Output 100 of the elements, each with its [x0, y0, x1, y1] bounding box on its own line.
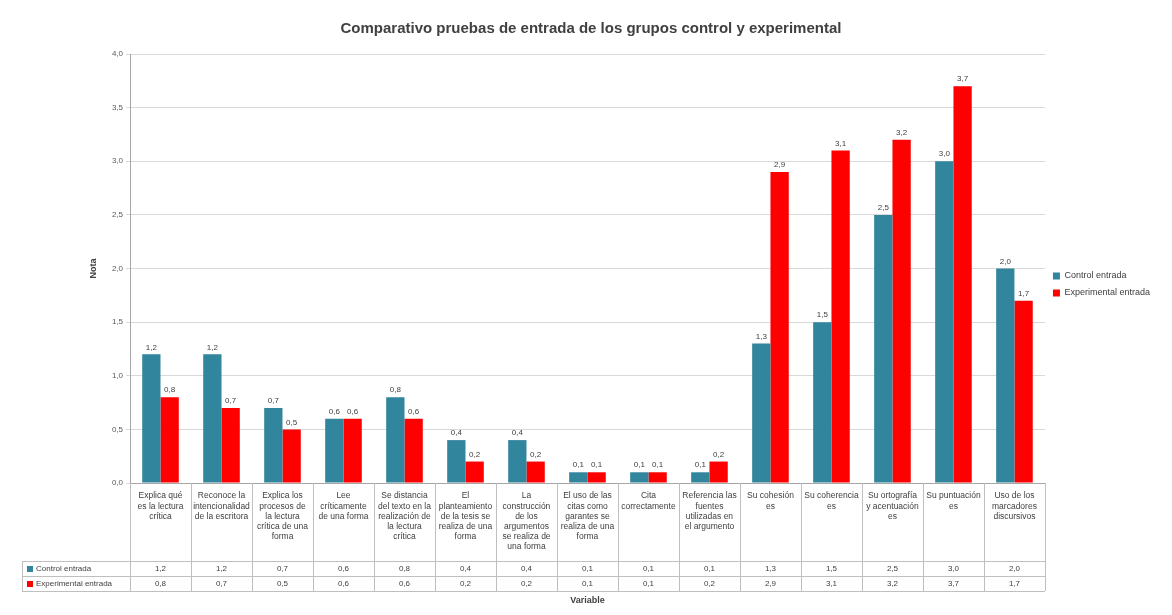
bar — [996, 268, 1015, 483]
data-label: 1,7 — [1008, 578, 1021, 588]
text: 3,7 — [957, 74, 969, 84]
data-label: 2,9 — [764, 578, 777, 588]
bar — [221, 407, 240, 483]
text: 1,5 — [816, 310, 828, 320]
bar — [386, 397, 405, 483]
data-label: 3,2 — [886, 578, 899, 588]
text: 0,8 — [389, 385, 401, 395]
y-axis-title: Nota — [87, 257, 98, 279]
text: 0,6 — [347, 406, 359, 416]
y-tick-label: 4,0 — [111, 49, 124, 59]
bar — [691, 472, 710, 483]
bar — [264, 407, 283, 483]
text: 0,4 — [511, 428, 523, 438]
text: 0,4 — [450, 428, 462, 438]
text: Experimental entrada — [36, 578, 113, 588]
text: 2,9 — [774, 160, 786, 170]
y-tick-label: 3,0 — [111, 156, 124, 166]
data-label: 3,7 — [947, 578, 960, 588]
data-label: 1,2 — [215, 563, 228, 573]
x-axis-title: Variable — [570, 595, 605, 606]
legend-label: Control entrada — [1064, 270, 1127, 281]
data-label: 1,3 — [764, 563, 777, 573]
bar — [831, 150, 850, 483]
data-label: 3,0 — [947, 563, 960, 573]
text: 2,0 — [999, 256, 1011, 266]
data-label: 0,5 — [276, 578, 289, 588]
x-tick-label: Se distancia del texto en la realización de la lectura crítica — [378, 490, 432, 542]
data-label: 0,4 — [459, 563, 472, 573]
data-label: 0,2 — [459, 578, 472, 588]
data-label: 0,7 — [215, 578, 228, 588]
data-label: 0,6 — [398, 578, 411, 588]
text: 0,1 — [633, 460, 645, 470]
text: 1,2 — [206, 342, 218, 352]
data-label: 0,1 — [703, 563, 716, 573]
text: 3,2 — [896, 128, 908, 137]
data-label: 0,1 — [581, 563, 594, 573]
data-label: 0,6 — [337, 563, 350, 573]
text: 0,1 — [572, 460, 584, 470]
text: 0,1 — [694, 460, 706, 470]
x-tick-label: Lee críticamente de una forma — [318, 490, 369, 521]
bar — [1014, 300, 1033, 483]
data-label: 0,1 — [642, 578, 655, 588]
x-tick-label: Referencia las fuentes utilizadas en el argumento — [682, 490, 737, 532]
bar — [587, 472, 606, 483]
text: 0,2 — [713, 449, 725, 459]
bar — [770, 171, 789, 483]
text: 2,5 — [877, 203, 889, 213]
bar — [508, 440, 527, 483]
bar — [874, 214, 893, 483]
text: 1,2 — [145, 342, 157, 352]
x-tick-label: Explica los procesos de la lectura crítica de una forma — [256, 490, 309, 542]
x-tick-label: Reconoce la intencionalidad de la escritora — [193, 490, 251, 521]
data-label: 3,1 — [825, 578, 838, 588]
x-tick-label: La construcción de los argumentos se realiza de una forma — [502, 490, 551, 552]
x-tick-label: Su coherencia es — [804, 490, 859, 511]
legend-label: Experimental entrada — [1064, 287, 1151, 298]
bar — [569, 472, 588, 483]
bar — [953, 86, 972, 483]
bar — [160, 397, 179, 483]
x-tick-label: Explica qué es la lectura crítica — [137, 490, 184, 521]
data-label: 0,2 — [520, 578, 533, 588]
bar — [142, 354, 161, 483]
text: 0,1 — [591, 460, 603, 470]
data-label: 0,7 — [276, 563, 289, 573]
data-label: 1,5 — [825, 563, 838, 573]
data-label: 0,6 — [337, 578, 350, 588]
text: Control entrada — [36, 563, 92, 573]
x-tick-label: Su ortografía y acentuación es — [866, 490, 919, 521]
data-label: 0,1 — [642, 563, 655, 573]
data-label: 0,4 — [520, 563, 533, 573]
bar — [935, 161, 954, 483]
bar — [752, 343, 771, 483]
x-tick-label: El planteamiento de la tesis se realiza de una forma — [438, 490, 493, 542]
x-tick-label: Su cohesión es — [747, 490, 795, 511]
bar — [282, 429, 301, 483]
text: 0,8 — [164, 385, 176, 395]
text: 3,0 — [938, 149, 950, 159]
bar — [813, 322, 832, 483]
data-label: 0,1 — [581, 578, 594, 588]
y-tick-label: 2,0 — [111, 263, 124, 273]
text: 0,2 — [530, 449, 542, 459]
bar — [526, 461, 545, 483]
y-tick-label: 1,0 — [111, 370, 124, 380]
data-label: 0,8 — [154, 578, 167, 588]
x-tick-label: Su puntuación es — [926, 490, 981, 511]
y-tick-label: 3,5 — [111, 102, 124, 112]
data-label: 2,0 — [1008, 563, 1021, 573]
text: 0,6 — [328, 406, 340, 416]
bar — [325, 418, 344, 483]
bar — [447, 440, 466, 483]
text: 0,5 — [286, 417, 298, 427]
chart-title: Comparativo pruebas de entrada de los grupos control y experimental — [340, 19, 842, 37]
bar — [343, 418, 362, 483]
bar — [709, 461, 728, 483]
data-label: 0,2 — [703, 578, 716, 588]
bar — [630, 472, 649, 483]
data-label: 0,8 — [398, 563, 411, 573]
y-tick-label: 0,0 — [111, 478, 124, 488]
